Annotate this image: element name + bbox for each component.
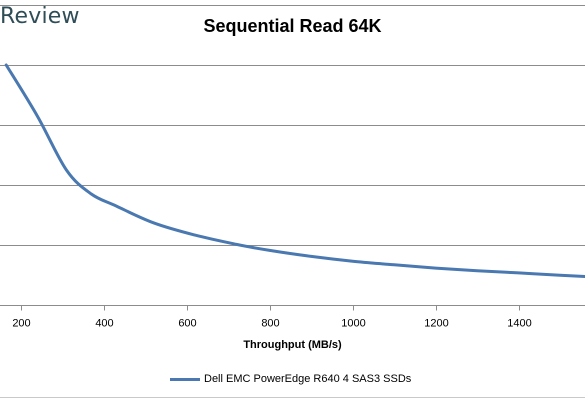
- x-tick-label-3: 800: [261, 318, 279, 330]
- bottom-divider: [0, 397, 585, 398]
- x-tick-label-1: 400: [95, 318, 113, 330]
- legend: Dell EMC PowerEdge R640 4 SAS3 SSDs: [170, 373, 411, 385]
- legend-swatch: [170, 377, 200, 381]
- x-tick-label-4: 1000: [341, 318, 365, 330]
- series-line-0: [4, 63, 585, 278]
- x-tick-label-5: 1200: [424, 318, 448, 330]
- x-axis-label: Throughput (MB/s): [243, 339, 342, 351]
- brand-logo-text: Review: [0, 4, 80, 29]
- x-tick-label-0: 200: [12, 318, 30, 330]
- chart-title: Sequential Read 64K: [203, 16, 382, 36]
- x-tick-label-6: 1400: [507, 318, 531, 330]
- legend-label: Dell EMC PowerEdge R640 4 SAS3 SSDs: [204, 373, 412, 385]
- x-tick-label-2: 600: [178, 318, 196, 330]
